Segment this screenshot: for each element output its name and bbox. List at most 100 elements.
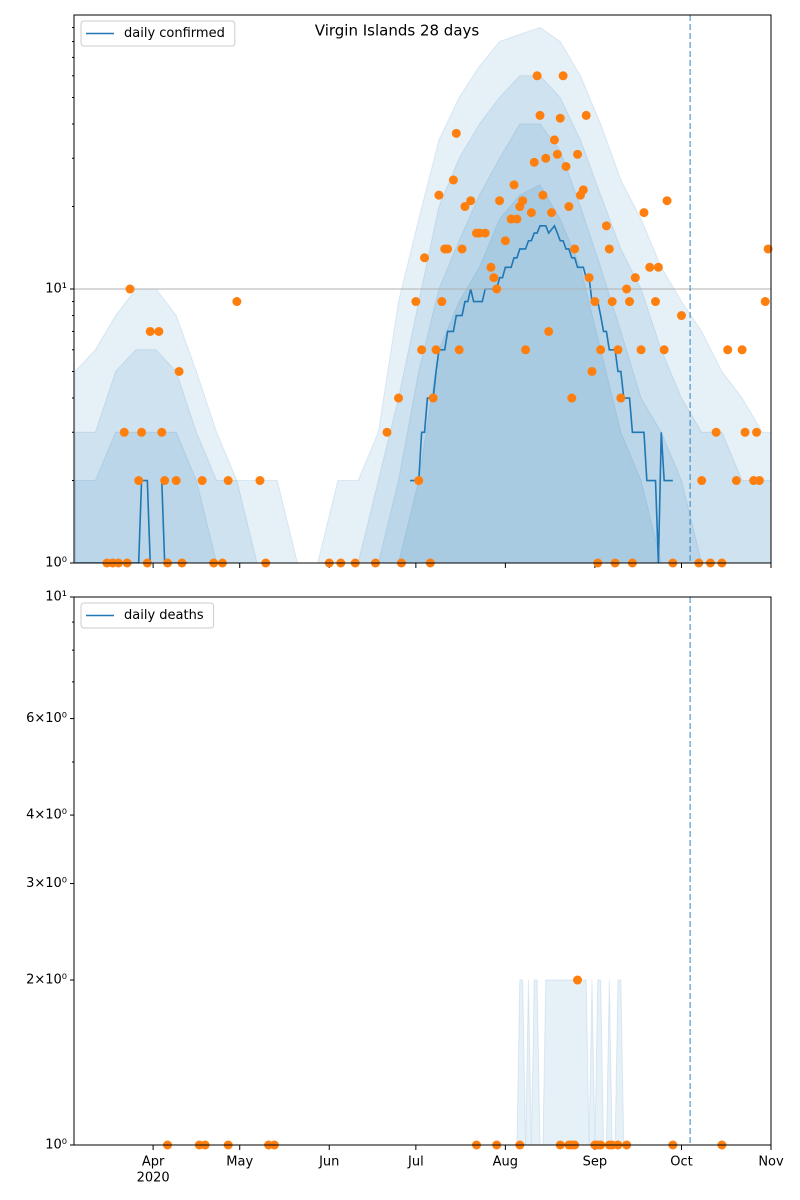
data-point [676, 311, 686, 321]
data-point [451, 128, 461, 138]
x-tick-label: Aug [493, 1155, 518, 1170]
data-point [197, 476, 207, 486]
data-point [171, 476, 181, 486]
x-tick-label: Jun [318, 1155, 339, 1170]
x-tick-label: Oct [670, 1155, 692, 1170]
data-point [604, 244, 614, 254]
data-point [653, 262, 663, 272]
data-point [521, 345, 531, 355]
y-tick-label: 3×10⁰ [26, 876, 67, 891]
data-point [255, 476, 265, 486]
data-point [420, 253, 430, 263]
data-point [561, 161, 571, 171]
data-point [731, 476, 741, 486]
data-point [154, 326, 164, 336]
data-point [145, 326, 155, 336]
data-point [137, 427, 147, 437]
data-point [382, 427, 392, 437]
data-point [552, 149, 562, 159]
data-point [431, 345, 441, 355]
data-point [697, 476, 707, 486]
data-point [417, 345, 427, 355]
data-point [448, 175, 458, 185]
y-tick-label: 2×10⁰ [26, 973, 67, 988]
data-point [532, 71, 542, 81]
data-point [639, 208, 649, 218]
data-point [659, 345, 669, 355]
data-point [454, 345, 464, 355]
data-point [134, 476, 144, 486]
data-point [394, 393, 404, 403]
data-point [500, 236, 510, 246]
data-point [529, 157, 539, 167]
data-point [232, 297, 242, 307]
data-point [535, 110, 545, 120]
data-point [662, 196, 672, 206]
data-point [492, 284, 502, 294]
data-point [581, 110, 591, 120]
data-point [223, 476, 233, 486]
data-point [526, 208, 536, 218]
legend-label: daily confirmed [124, 26, 225, 41]
data-point [549, 135, 559, 145]
x-tick-label: Nov [758, 1155, 784, 1170]
x-tick-label: Sep [583, 1155, 608, 1170]
data-point [625, 297, 635, 307]
y-tick-label: 10¹ [45, 282, 67, 297]
x-tick-label: Jul [407, 1155, 424, 1170]
data-point [587, 366, 597, 376]
data-point [752, 427, 762, 437]
data-point [645, 262, 655, 272]
data-point [437, 297, 447, 307]
data-point [760, 297, 770, 307]
data-point [596, 345, 606, 355]
data-point [538, 190, 548, 200]
data-point [763, 244, 773, 254]
data-point [711, 427, 721, 437]
legend-box [80, 20, 236, 47]
y-tick-label: 4×10⁰ [26, 808, 67, 823]
x-year-label: 2020 [137, 1171, 170, 1186]
x-tick-label: Apr [142, 1155, 165, 1170]
data-point [723, 345, 733, 355]
y-tick-label: 10¹ [45, 590, 67, 605]
data-point [573, 149, 583, 159]
data-point [486, 262, 496, 272]
data-point [636, 345, 646, 355]
data-point [466, 196, 476, 206]
plot-area [516, 979, 625, 1145]
confidence-band [74, 123, 771, 563]
data-point [622, 284, 632, 294]
data-point [547, 208, 557, 218]
data-point [558, 71, 568, 81]
data-point [573, 975, 583, 985]
data-point [512, 214, 522, 224]
data-point [754, 476, 764, 486]
legend-box [80, 602, 215, 629]
data-point [428, 393, 438, 403]
data-point [737, 345, 747, 355]
plot-area [74, 26, 771, 563]
data-point [460, 202, 470, 212]
data-point [541, 153, 551, 163]
data-point [590, 297, 600, 307]
confidence-band [74, 26, 771, 563]
y-tick-label: 10⁰ [45, 556, 67, 571]
data-point [434, 190, 444, 200]
data-point [119, 427, 129, 437]
data-point [570, 244, 580, 254]
data-point [584, 273, 594, 283]
axes-frame [73, 596, 772, 1146]
confidence-band [74, 75, 771, 563]
data-point [495, 196, 505, 206]
legend-label: daily deaths [124, 608, 204, 623]
data-point [630, 273, 640, 283]
data-point [414, 476, 424, 486]
data-point [616, 393, 626, 403]
chart-title: Virgin Islands 28 days [315, 22, 480, 40]
data-point [567, 393, 577, 403]
data-point [443, 244, 453, 254]
y-tick-label: 10⁰ [45, 1138, 67, 1153]
data-point [489, 273, 499, 283]
data-point [125, 284, 135, 294]
